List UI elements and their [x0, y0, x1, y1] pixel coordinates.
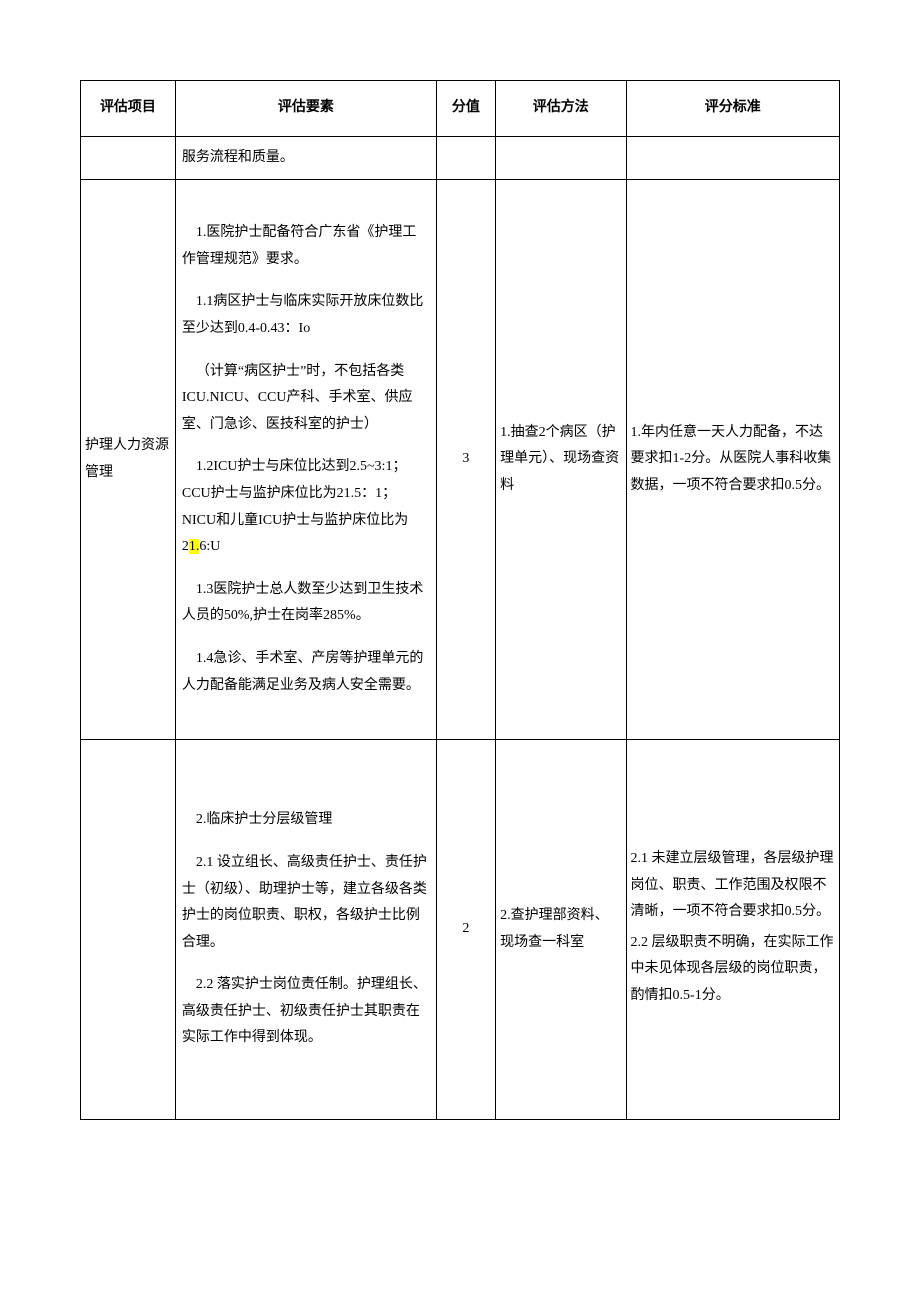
header-item: 评估项目	[81, 81, 176, 137]
cell-score	[436, 136, 495, 180]
header-criteria: 评分标准	[626, 81, 839, 137]
cell-criteria: 1.年内任意一天人力配备，不达要求扣1-2分。从医院人事科收集数据，一项不符合要…	[626, 180, 839, 740]
factor-paragraph: 2.2 落实护士岗位责任制。护理组长、高级责任护士、初级责任护士其职责在实际工作…	[182, 972, 430, 1052]
criteria-paragraph: 2.1 未建立层级管理，各层级护理岗位、职责、工作范围及权限不清晰，一项不符合要…	[631, 846, 835, 926]
factor-paragraph: 1.1病区护士与临床实际开放床位数比至少达到0.4-0.43：Io	[182, 289, 430, 342]
cell-criteria: 2.1 未建立层级管理，各层级护理岗位、职责、工作范围及权限不清晰，一项不符合要…	[626, 740, 839, 1120]
factor-text: 6:U	[199, 539, 220, 554]
table-row: 服务流程和质量。	[81, 136, 840, 180]
factor-paragraph: 1.2ICU护士与床位比达到2.5~3:1；CCU护士与监护床位比为21.5：1…	[182, 454, 430, 560]
header-factor: 评估要素	[175, 81, 436, 137]
cell-method: 1.抽查2个病区（护理单元）、现场查资料	[496, 180, 626, 740]
table-row: 护理人力资源管理 1.医院护士配备符合广东省《护理工作管理规范》要求。 1.1病…	[81, 180, 840, 740]
cell-method: 2.查护理部资料、现场查一科室	[496, 740, 626, 1120]
cell-factor: 1.医院护士配备符合广东省《护理工作管理规范》要求。 1.1病区护士与临床实际开…	[175, 180, 436, 740]
cell-item	[81, 740, 176, 1120]
header-method: 评估方法	[496, 81, 626, 137]
table-header-row: 评估项目 评估要素 分值 评估方法 评分标准	[81, 81, 840, 137]
cell-score: 2	[436, 740, 495, 1120]
highlighted-text: 1.	[189, 539, 200, 554]
table-row: 2.临床护士分层级管理 2.1 设立组长、高级责任护士、责任护士（初级）、助理护…	[81, 740, 840, 1120]
factor-paragraph: 2.临床护士分层级管理	[182, 807, 430, 834]
factor-paragraph: 1.医院护士配备符合广东省《护理工作管理规范》要求。	[182, 220, 430, 273]
cell-method	[496, 136, 626, 180]
cell-score: 3	[436, 180, 495, 740]
evaluation-table: 评估项目 评估要素 分值 评估方法 评分标准 服务流程和质量。 护理人力资源管理…	[80, 80, 840, 1120]
factor-paragraph: 2.1 设立组长、高级责任护士、责任护士（初级）、助理护士等，建立各级各类护士的…	[182, 850, 430, 956]
cell-factor: 服务流程和质量。	[175, 136, 436, 180]
cell-criteria	[626, 136, 839, 180]
cell-factor: 2.临床护士分层级管理 2.1 设立组长、高级责任护士、责任护士（初级）、助理护…	[175, 740, 436, 1120]
factor-paragraph: 1.4急诊、手术室、产房等护理单元的人力配备能满足业务及病人安全需要。	[182, 646, 430, 699]
header-score: 分值	[436, 81, 495, 137]
cell-item	[81, 136, 176, 180]
cell-item: 护理人力资源管理	[81, 180, 176, 740]
factor-paragraph: 1.3医院护士总人数至少达到卫生技术人员的50%,护士在岗率285%。	[182, 577, 430, 630]
criteria-paragraph: 2.2 层级职责不明确，在实际工作中未见体现各层级的岗位职责，酌情扣0.5-1分…	[631, 930, 835, 1010]
factor-paragraph: （计算“病区护士”时，不包括各类ICU.NICU、CCU产科、手术室、供应室、门…	[182, 359, 430, 439]
